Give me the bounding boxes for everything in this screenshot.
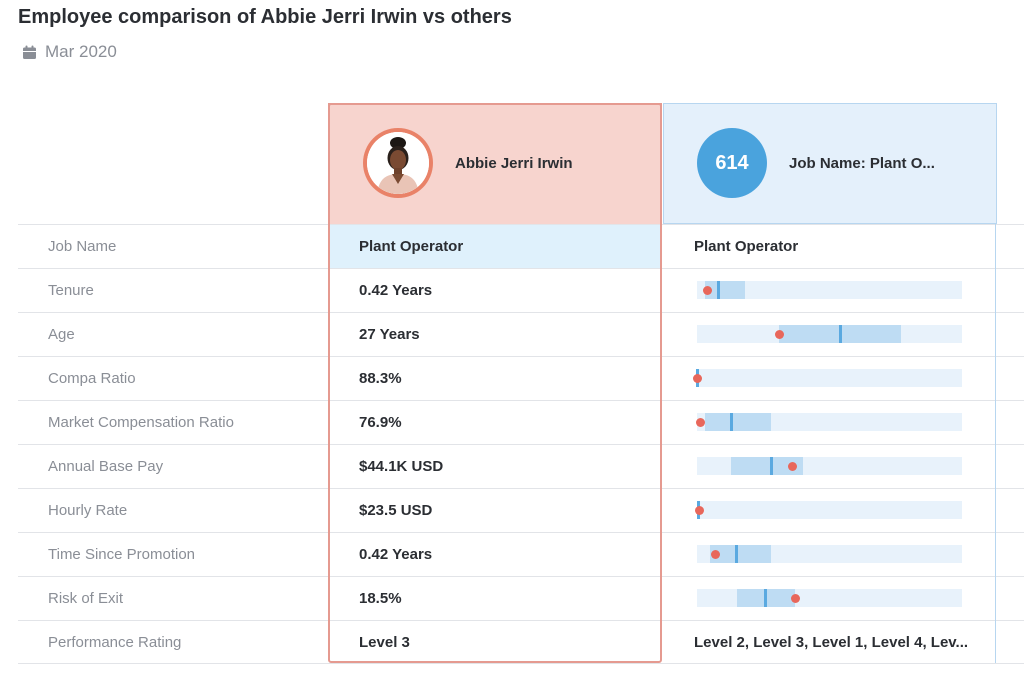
distribution-range (710, 545, 772, 563)
employee-column-highlight (328, 103, 662, 663)
table-row: Compa Ratio 88.3% (18, 356, 1024, 400)
employee-name: Abbie Jerri Irwin (455, 155, 573, 172)
table-row: Tenure 0.42 Years (18, 268, 1024, 312)
row-label: Risk of Exit (48, 590, 124, 607)
employee-value: 88.3% (359, 370, 402, 387)
table-row: Annual Base Pay $44.1K USD (18, 444, 1024, 488)
comparison-count-badge: 614 (697, 128, 767, 198)
distribution-bar[interactable] (697, 545, 962, 563)
row-label: Job Name (48, 238, 117, 255)
employee-position-dot (711, 550, 721, 559)
date-label: Mar 2020 (45, 42, 117, 61)
comparison-column-border (995, 224, 996, 663)
employee-value: $44.1K USD (359, 458, 444, 475)
row-label: Performance Rating (48, 634, 182, 651)
report-date: Mar 2020 (22, 42, 117, 62)
calendar-icon (23, 45, 36, 59)
row-label: Annual Base Pay (48, 458, 164, 475)
table-bottom-divider (18, 663, 1024, 664)
median-marker (735, 545, 739, 563)
median-marker (838, 325, 842, 343)
table-row: Job Name Plant Operator Plant Operator (18, 224, 1024, 268)
distribution-range (731, 457, 803, 475)
employee-value: 76.9% (359, 414, 402, 431)
distribution-bar[interactable] (697, 589, 962, 607)
table-row: Risk of Exit 18.5% (18, 576, 1024, 620)
table-row: Market Compensation Ratio 76.9% (18, 400, 1024, 444)
employee-value: Plant Operator (359, 238, 464, 255)
distribution-bar[interactable] (697, 457, 962, 475)
employee-value: 0.42 Years (359, 546, 433, 563)
distribution-bar[interactable] (693, 369, 962, 387)
table-row: Hourly Rate $23.5 USD (18, 488, 1024, 532)
comparison-group-label[interactable]: Job Name: Plant O... (789, 155, 935, 172)
employee-position-dot (703, 286, 713, 295)
employee-value: 18.5% (359, 590, 402, 607)
employee-photo (367, 132, 429, 194)
employee-value: 27 Years (359, 326, 420, 343)
distribution-bar[interactable] (696, 413, 962, 431)
table-row: Performance Rating Level 3 Level 2, Leve… (18, 620, 1024, 664)
median-marker (716, 281, 720, 299)
row-label: Tenure (48, 282, 94, 299)
employee-position-dot (696, 418, 706, 427)
table-row: Time Since Promotion 0.42 Years (18, 532, 1024, 576)
employee-position-dot (774, 330, 784, 339)
employee-avatar[interactable] (363, 128, 433, 198)
row-label: Compa Ratio (48, 370, 136, 387)
median-marker (729, 413, 733, 431)
row-label: Hourly Rate (48, 502, 128, 519)
employee-position-dot (693, 374, 703, 383)
distribution-range (704, 413, 772, 431)
employee-value: $23.5 USD (359, 502, 433, 519)
row-label: Age (48, 326, 75, 343)
employee-value: Level 3 (359, 634, 410, 651)
comparison-value: Level 2, Level 3, Level 1, Level 4, Lev.… (694, 634, 969, 651)
distribution-bar[interactable] (694, 501, 962, 519)
comparison-value: Plant Operator (694, 238, 799, 255)
table-row: Age 27 Years (18, 312, 1024, 356)
employee-value: 0.42 Years (359, 282, 433, 299)
employee-position-dot (790, 594, 800, 603)
row-highlight (329, 225, 661, 268)
employee-position-dot (694, 506, 704, 515)
row-label: Time Since Promotion (48, 546, 195, 563)
distribution-bar[interactable] (697, 325, 962, 343)
distribution-range (704, 281, 745, 299)
distribution-bar[interactable] (697, 281, 962, 299)
employee-position-dot (787, 462, 797, 471)
median-marker (769, 457, 773, 475)
page-title: Employee comparison of Abbie Jerri Irwin… (18, 6, 512, 28)
median-marker (764, 589, 768, 607)
row-label: Market Compensation Ratio (48, 414, 234, 431)
